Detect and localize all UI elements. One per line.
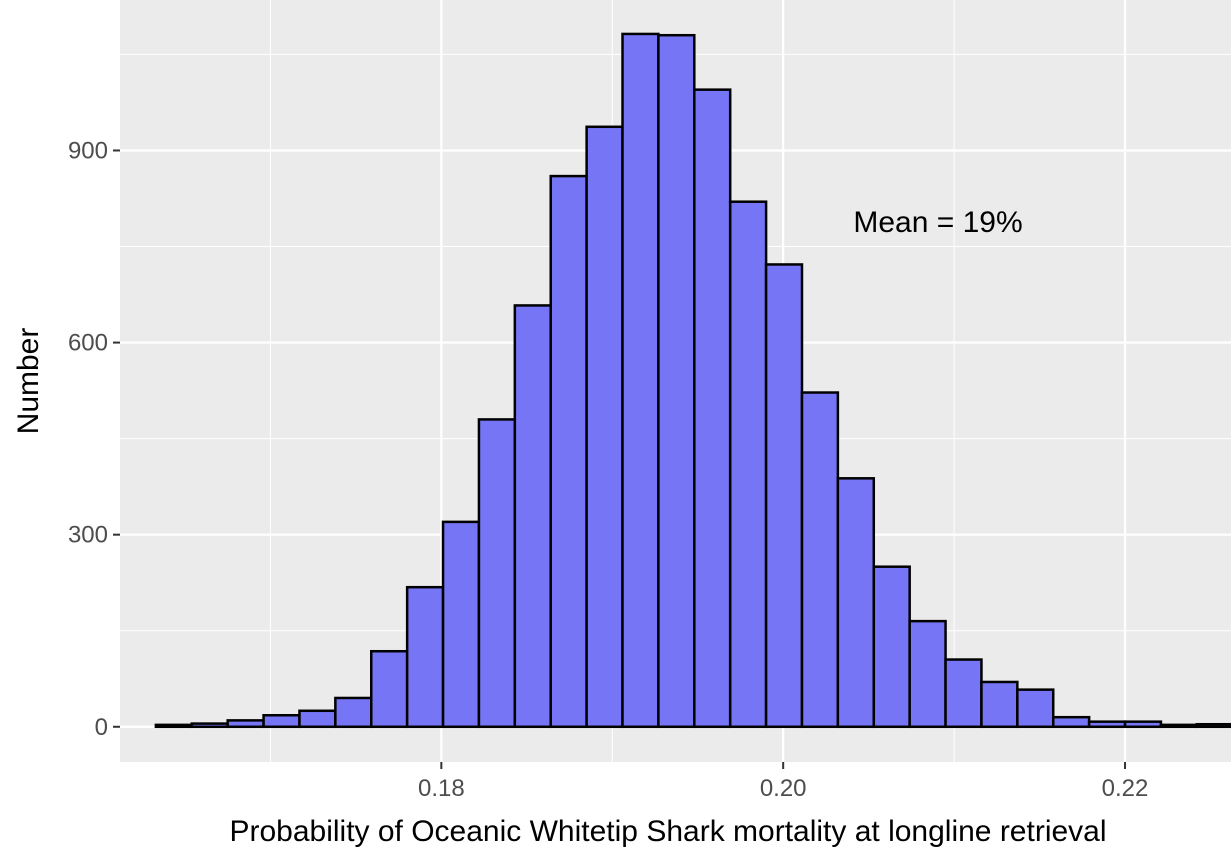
histogram-bar [872, 565, 911, 729]
histogram-bar [944, 658, 983, 729]
x-axis-ticks: 0.18 0.20 0.22 [418, 762, 1148, 802]
histogram-bar [657, 33, 696, 729]
histogram-bar [262, 714, 301, 729]
histogram-bar [226, 719, 265, 729]
y-tick-label: 600 [68, 330, 108, 357]
histogram-bar [800, 391, 840, 729]
histogram-bar [334, 696, 373, 729]
histogram-bar [513, 304, 552, 729]
mean-annotation: Mean = 19% [853, 206, 1022, 239]
histogram-bar [908, 619, 947, 729]
histogram-bar [764, 263, 804, 729]
histogram-bar [190, 722, 229, 729]
y-tick-label: 0 [95, 714, 108, 741]
histogram-bars [154, 32, 1231, 729]
histogram-bar [405, 585, 445, 729]
histogram-bar [1016, 688, 1055, 729]
y-tick-label: 300 [68, 522, 108, 549]
histogram-bar [585, 125, 624, 729]
histogram-bar [441, 520, 481, 729]
histogram-bar [370, 649, 409, 729]
histogram-bar [728, 200, 768, 729]
x-tick-label: 0.20 [760, 775, 807, 802]
x-axis-title: Probability of Oceanic Whitetip Shark mo… [229, 815, 1106, 848]
histogram-bar [549, 174, 588, 729]
histogram-bar [1195, 722, 1231, 729]
histogram-bar [1087, 720, 1127, 729]
y-axis-ticks: 0 300 600 900 [68, 137, 120, 741]
histogram-bar [154, 723, 194, 729]
histogram-bar [621, 32, 660, 729]
histogram-bar [1123, 720, 1163, 729]
histogram-bar [477, 418, 517, 729]
x-tick-label: 0.22 [1102, 775, 1149, 802]
histogram-bar [980, 680, 1019, 729]
y-tick-label: 900 [68, 137, 108, 164]
histogram-bar [1159, 723, 1199, 729]
y-axis-title: Number [12, 328, 45, 435]
histogram-bar [298, 709, 337, 729]
histogram-bar [693, 88, 732, 729]
x-tick-label: 0.18 [418, 775, 465, 802]
histogram-bar [836, 477, 876, 729]
histogram-bar [1051, 715, 1091, 729]
